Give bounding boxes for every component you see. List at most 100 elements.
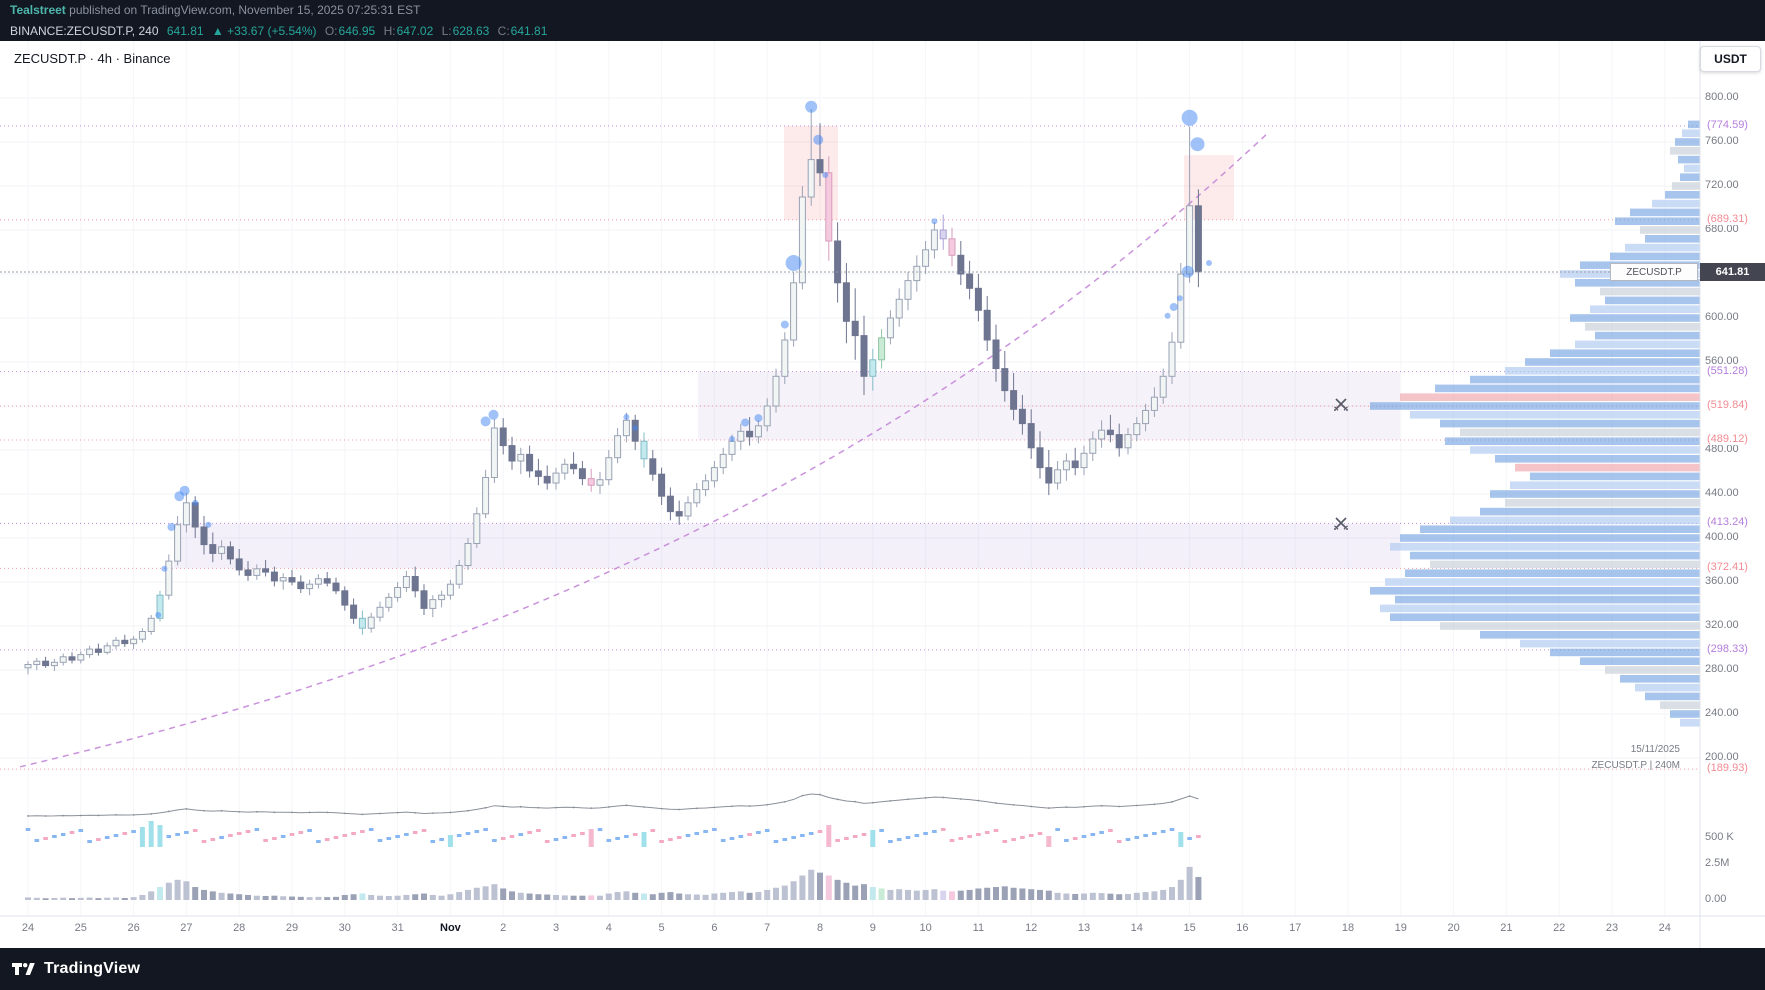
candle <box>930 222 938 259</box>
candle <box>103 642 111 655</box>
profile-caption-date: 15/11/2025 <box>1630 744 1680 755</box>
candle <box>1018 395 1026 435</box>
candle <box>438 590 446 608</box>
candle <box>455 560 463 589</box>
candle <box>1036 431 1044 479</box>
candle <box>376 601 384 622</box>
candle <box>473 507 481 548</box>
candle <box>983 296 991 351</box>
currency-toggle-button[interactable]: USDT <box>1700 46 1761 72</box>
candle <box>719 447 727 475</box>
candle <box>121 634 129 647</box>
candle <box>200 516 208 555</box>
candle <box>490 419 498 483</box>
candle <box>790 271 798 347</box>
candle <box>948 227 956 267</box>
candle <box>754 420 762 444</box>
candle <box>130 635 138 650</box>
volume-profile-layer <box>1370 120 1700 727</box>
candle <box>323 572 331 587</box>
low-label: L: <box>441 24 452 38</box>
candle <box>385 593 393 612</box>
candle <box>578 461 586 486</box>
candle <box>341 586 349 611</box>
candle <box>693 483 701 508</box>
candle <box>1054 461 1062 490</box>
liquidation-bubbles-layer <box>155 100 1212 618</box>
candle <box>464 538 472 570</box>
candle <box>358 610 366 635</box>
candle <box>59 653 67 666</box>
candle <box>640 432 648 468</box>
candle <box>1133 417 1141 442</box>
candle <box>825 156 833 261</box>
candle <box>1089 431 1097 461</box>
chart-legend[interactable]: ZECUSDT.P · 4h · Binance <box>14 51 171 66</box>
crossed-swords-icon[interactable] <box>1334 398 1348 411</box>
candle <box>1027 409 1035 459</box>
open-value: 646.95 <box>338 24 376 38</box>
candle <box>1098 420 1106 448</box>
candle <box>966 260 974 300</box>
candle <box>429 595 437 618</box>
candle <box>816 123 824 186</box>
candle <box>974 274 982 322</box>
candle <box>878 329 886 369</box>
candle <box>226 541 234 565</box>
current-price-badge: 641.81 <box>1700 263 1765 281</box>
candle <box>279 573 287 590</box>
low-value: 628.63 <box>452 24 490 38</box>
candle <box>649 450 657 481</box>
candle <box>614 428 622 464</box>
price-line-symbol-label: ZECUSDT.P <box>1610 263 1698 281</box>
candle <box>1194 189 1202 288</box>
candle <box>86 645 94 658</box>
open-label: O: <box>324 24 338 38</box>
candle <box>1001 351 1009 402</box>
candle <box>446 579 454 600</box>
symbol-title[interactable]: BINANCE:ZECUSDT.P, 240 <box>10 24 159 38</box>
candle <box>270 566 278 587</box>
candle <box>517 447 525 475</box>
candle <box>508 436 516 470</box>
candle <box>235 549 243 576</box>
candle <box>869 348 877 391</box>
candle <box>1124 428 1132 455</box>
candle <box>42 656 50 668</box>
oscillator-layer <box>27 793 1199 817</box>
candle <box>763 398 771 432</box>
candle <box>543 465 551 490</box>
candle <box>1106 414 1114 443</box>
candle <box>262 560 270 577</box>
publisher-name[interactable]: Tealstreet <box>10 3 66 17</box>
candle <box>939 214 947 250</box>
candle <box>922 241 930 274</box>
candle <box>666 487 674 521</box>
profile-caption: 15/11/2025 ZECUSDT.P | 240M <box>1540 742 1680 774</box>
candle <box>411 566 419 598</box>
candle <box>314 574 322 589</box>
candle <box>851 288 859 360</box>
candle <box>112 637 120 650</box>
publish-info-text: published on TradingView.com, November 1… <box>65 3 421 17</box>
candle <box>420 584 428 615</box>
publish-info-bar: Tealstreet published on TradingView.com,… <box>0 0 1765 21</box>
candle <box>209 532 217 563</box>
candle <box>904 271 912 311</box>
tradingview-logo-icon[interactable] <box>12 960 36 978</box>
candle <box>1080 445 1088 476</box>
candle <box>367 612 375 633</box>
candle <box>746 417 754 446</box>
candle <box>1115 423 1123 457</box>
tradingview-logo-text[interactable]: TradingView <box>44 960 141 977</box>
candle <box>1159 368 1167 404</box>
candle <box>1177 263 1185 349</box>
candle <box>94 643 102 656</box>
candle <box>1071 447 1079 476</box>
candle <box>605 450 613 486</box>
grid-layer <box>0 41 1700 916</box>
crossed-swords-icon[interactable] <box>1334 517 1348 530</box>
candle <box>253 564 261 580</box>
